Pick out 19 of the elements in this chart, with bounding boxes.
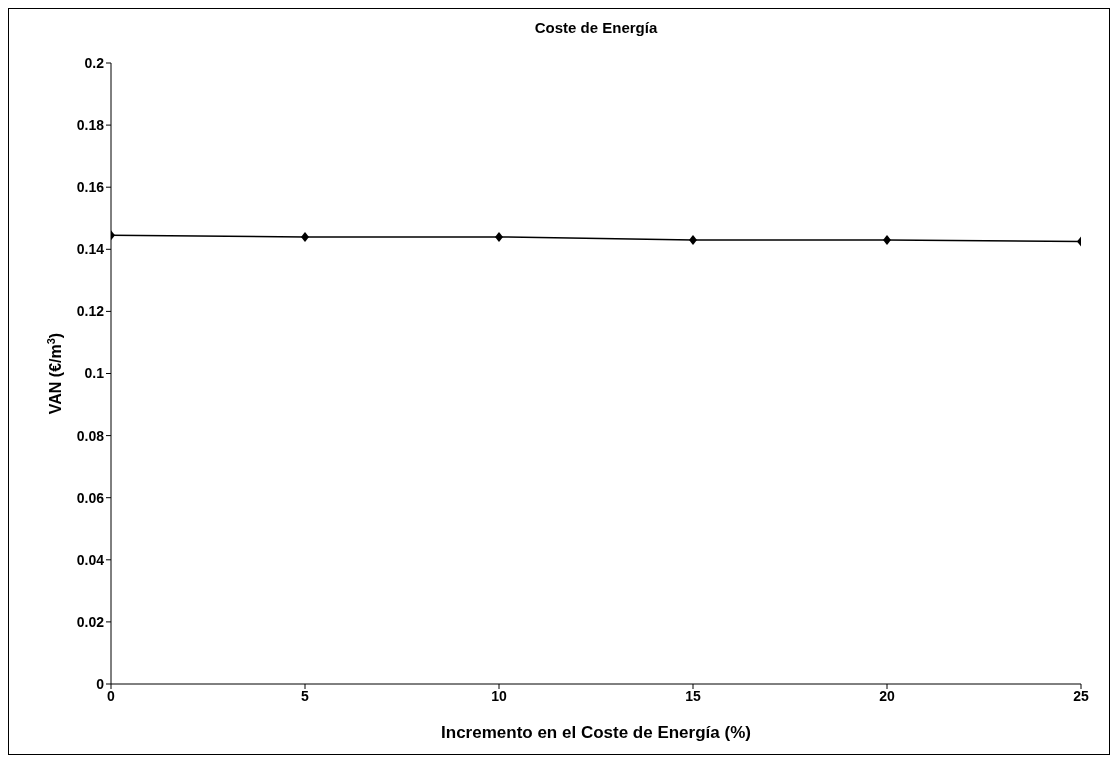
y-tick-label: 0.04	[76, 551, 105, 568]
chart-title: Coste de Energía	[533, 19, 659, 36]
x-tick-label: 20	[879, 687, 895, 704]
y-tick-label: 0	[96, 675, 105, 692]
y-tick-label: 0.1	[84, 365, 105, 382]
y-tick-label: 0.06	[76, 489, 105, 506]
x-axis-title: Incremento en el Coste de Energía (%)	[441, 723, 751, 742]
y-tick-label: 0.2	[84, 54, 105, 71]
x-tick-label: 0	[107, 687, 116, 704]
y-tick-label: 0.18	[76, 117, 105, 134]
y-tick-label: 0.14	[76, 241, 105, 258]
y-tick-label: 0.12	[76, 303, 105, 320]
x-tick-label: 5	[301, 687, 310, 704]
x-tick-label: 10	[491, 687, 507, 704]
x-tick-label: 15	[685, 687, 701, 704]
y-tick-label: 0.16	[76, 179, 105, 196]
x-tick-label: 25	[1073, 687, 1089, 704]
y-tick-label: 0.02	[76, 613, 105, 630]
y-tick-label: 0.08	[76, 427, 105, 444]
